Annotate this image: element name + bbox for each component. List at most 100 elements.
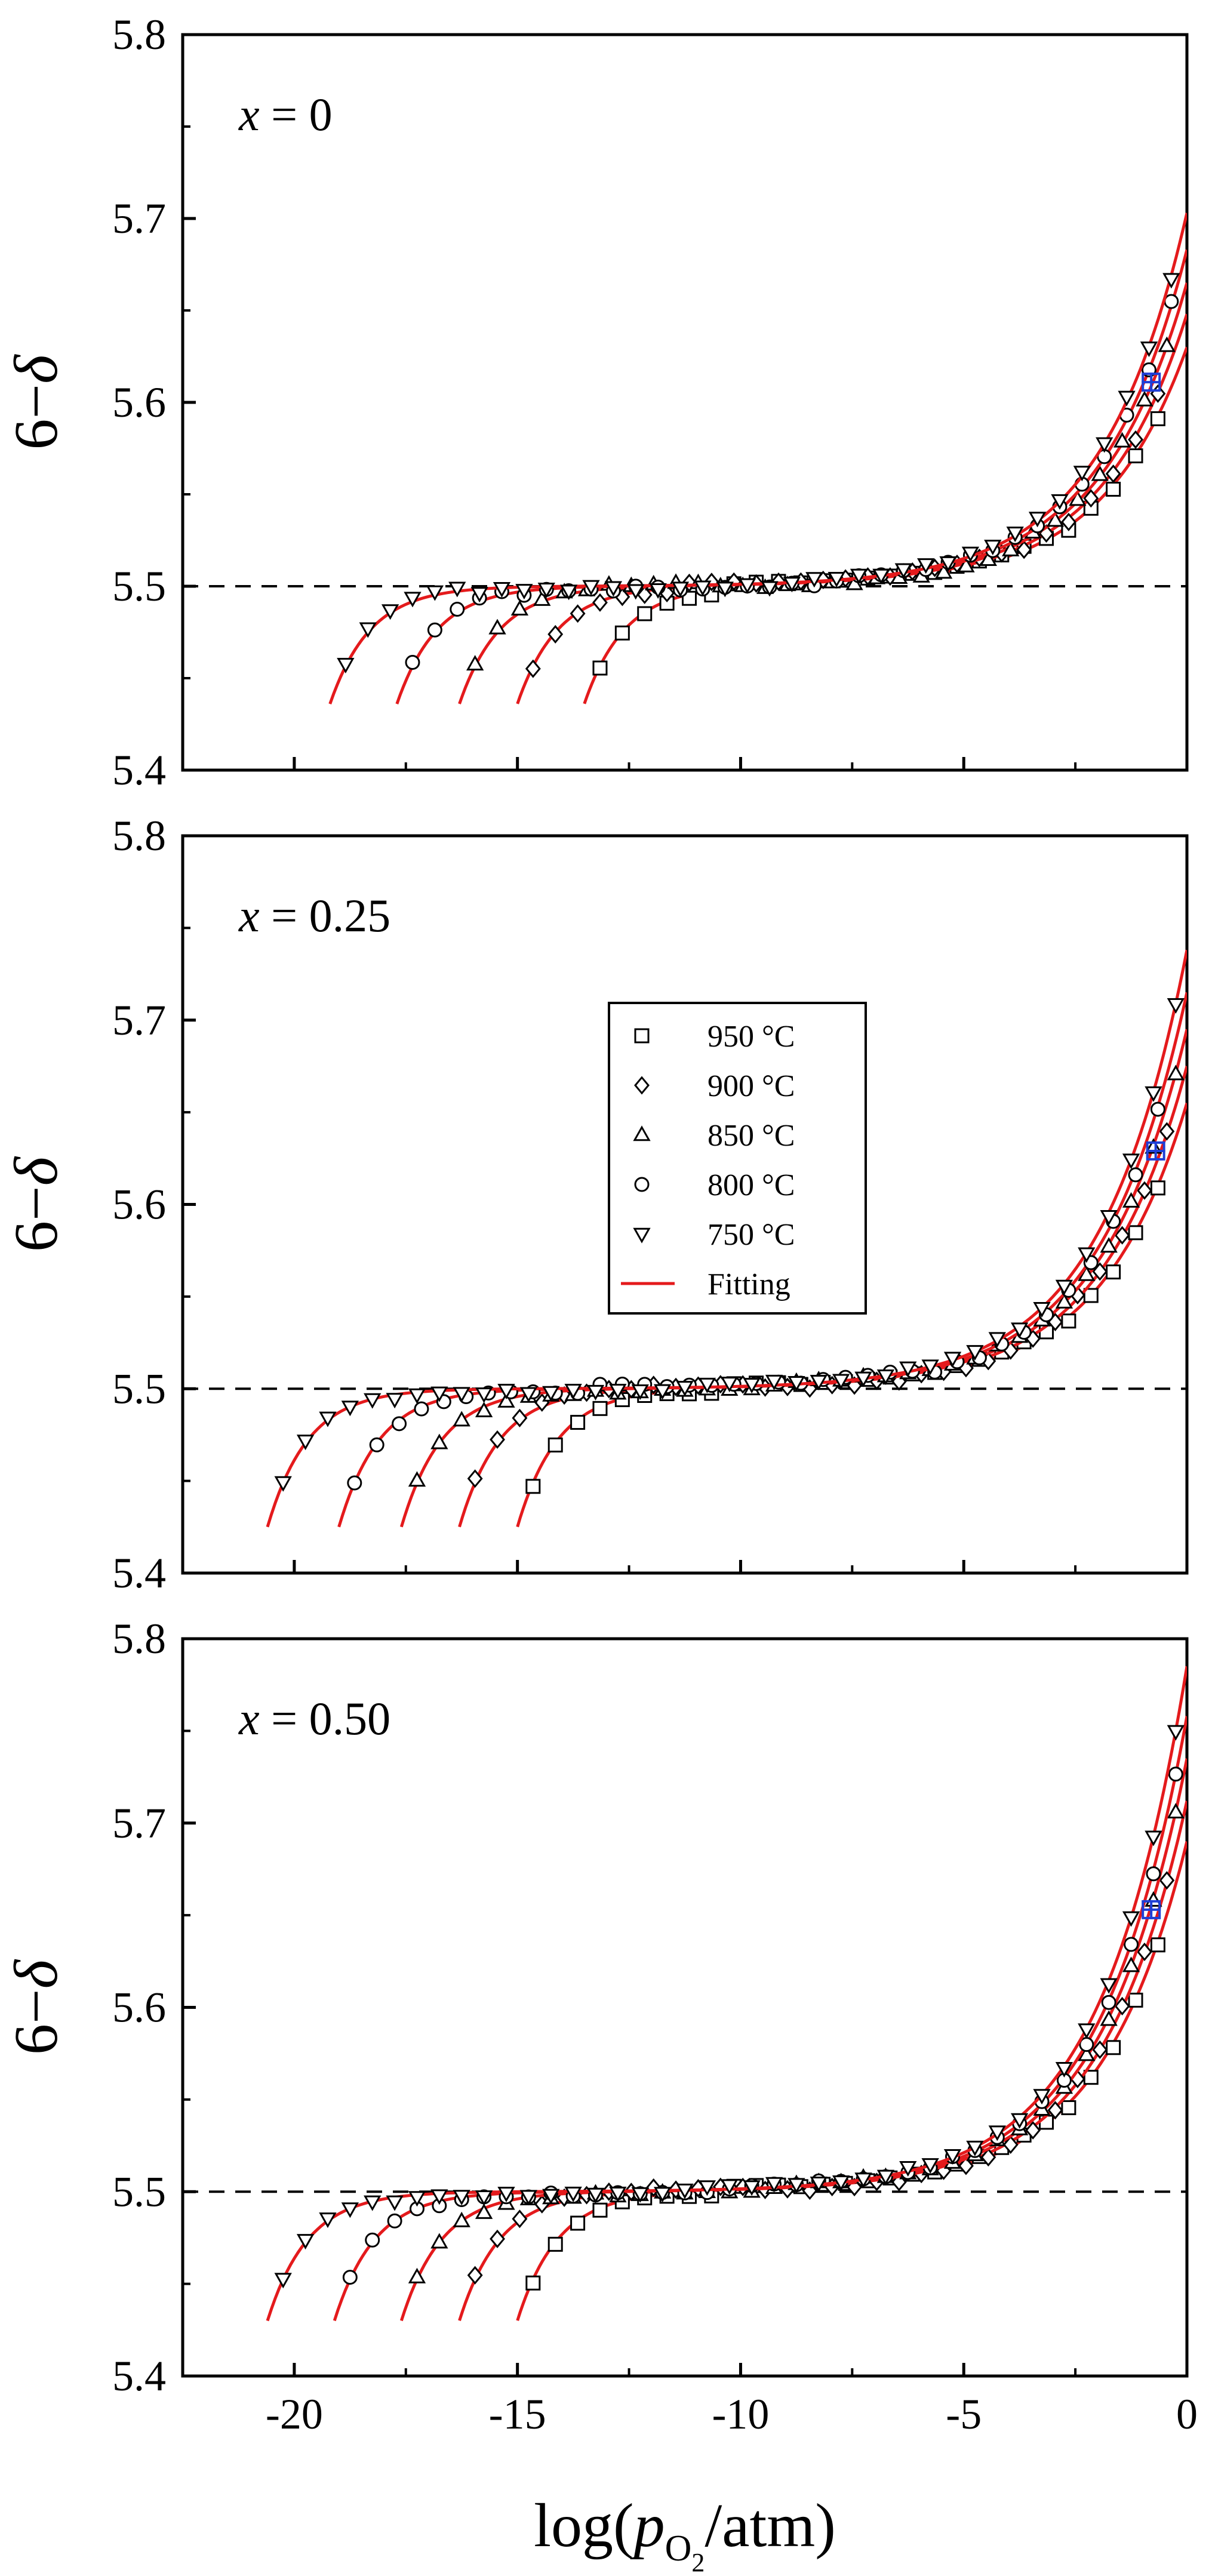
data-point <box>426 585 444 601</box>
data-point <box>467 2266 483 2285</box>
data-point <box>1137 1181 1152 1200</box>
data-point <box>1128 1992 1143 2008</box>
data-point <box>1158 336 1176 352</box>
data-point <box>676 1381 694 1397</box>
data-point <box>1091 465 1109 481</box>
y-tick-label: 5.4 <box>112 1549 166 1597</box>
data-point <box>430 1386 448 1402</box>
x-tick-label: -15 <box>489 2390 546 2438</box>
data-point <box>547 2236 563 2252</box>
data-point <box>810 2176 828 2192</box>
data-point <box>1100 1209 1118 1226</box>
data-point <box>1146 1866 1161 1882</box>
panel-label-var: x <box>238 88 260 140</box>
data-point <box>653 2187 672 2203</box>
data-point <box>1010 2113 1029 2129</box>
data-point <box>1060 512 1076 531</box>
y-tick-label: 5.4 <box>112 2352 166 2400</box>
data-point <box>1083 489 1099 508</box>
x-axis-title-var: p <box>630 2491 665 2560</box>
data-point <box>984 540 1002 556</box>
data-point <box>1145 1138 1162 1154</box>
data-point <box>698 2180 716 2196</box>
data-point <box>512 1408 528 1427</box>
panel-3: 5.4 5.5 5.6 5.7 5.8 -20 -15 -10 -5 0 6−δ x = 0.50 <box>2 1615 1198 2438</box>
data-point <box>805 572 823 588</box>
data-point <box>1122 1956 1140 1972</box>
series-markers-950 <box>592 411 1165 676</box>
data-point <box>1083 2070 1099 2085</box>
data-point <box>961 546 980 562</box>
data-point <box>1145 1891 1162 1907</box>
data-point <box>542 2189 560 2205</box>
data-point <box>1096 437 1113 453</box>
data-point <box>966 2140 984 2156</box>
data-point <box>1069 490 1087 506</box>
panel-label-value: = 0.50 <box>260 1692 391 1744</box>
data-point <box>876 1369 895 1385</box>
data-point <box>1010 1322 1029 1338</box>
data-point <box>490 2229 505 2248</box>
data-point <box>497 1384 515 1400</box>
series-markers-800 <box>342 1766 1183 2285</box>
y-tick-label: 5.8 <box>112 812 166 860</box>
series-markers-750 <box>274 998 1185 1492</box>
data-point <box>1122 1153 1140 1169</box>
data-point <box>788 1375 805 1392</box>
data-point <box>497 2186 515 2202</box>
data-point <box>634 1028 650 1044</box>
data-point <box>525 659 541 678</box>
data-point <box>386 2195 404 2211</box>
data-point <box>466 655 484 671</box>
x-tick-label: -5 <box>946 2390 982 2438</box>
data-point <box>1046 511 1065 527</box>
plot-frame <box>181 33 1189 772</box>
y-tick-label: 5.8 <box>112 11 166 59</box>
data-point <box>979 550 998 567</box>
data-point <box>408 1471 426 1487</box>
data-point <box>414 1401 429 1417</box>
highlight-point <box>1142 1900 1161 1919</box>
data-point <box>1078 2045 1096 2061</box>
data-point <box>1025 2120 1041 2140</box>
data-point <box>475 1401 493 1417</box>
data-point <box>319 1411 337 1427</box>
data-point <box>694 580 712 596</box>
data-point <box>386 1393 404 1409</box>
data-point <box>1136 390 1153 407</box>
legend-label: Fitting <box>707 1267 790 1301</box>
data-point <box>943 2149 962 2165</box>
x-tick-label: -10 <box>712 2390 769 2438</box>
data-point <box>381 604 399 620</box>
data-point <box>453 2211 470 2227</box>
data-point <box>408 2267 426 2283</box>
data-point <box>743 2180 761 2196</box>
data-point <box>636 585 653 604</box>
panels: 5.45.55.65.75.86−δx = 05.45.55.65.75.86−… <box>2 11 1198 2438</box>
highlight-point <box>1146 1141 1165 1161</box>
fit-line-800 <box>395 249 1187 704</box>
data-point <box>917 558 935 574</box>
y-axis-title-var: δ <box>2 1156 70 1186</box>
data-point <box>828 571 845 587</box>
legend-label: 750 °C <box>707 1218 795 1252</box>
data-point <box>1113 432 1131 448</box>
data-point <box>453 2190 470 2206</box>
data-point <box>899 1361 917 1377</box>
data-point <box>427 622 442 638</box>
data-point <box>570 1415 586 1430</box>
data-point <box>943 1352 962 1368</box>
data-point <box>430 1433 448 1449</box>
data-point <box>1145 1086 1162 1102</box>
data-point <box>582 580 600 596</box>
data-point <box>1078 2023 1096 2039</box>
data-point <box>1055 2061 1073 2078</box>
y-axis-title: 6−δ <box>2 1156 70 1252</box>
data-point <box>533 590 551 606</box>
legend-label: 950 °C <box>707 1020 795 1054</box>
data-point <box>1162 273 1180 289</box>
data-point <box>633 1227 651 1244</box>
panel-label: x = 0.50 <box>238 1692 390 1744</box>
y-axis-title: 6−δ <box>2 354 70 450</box>
